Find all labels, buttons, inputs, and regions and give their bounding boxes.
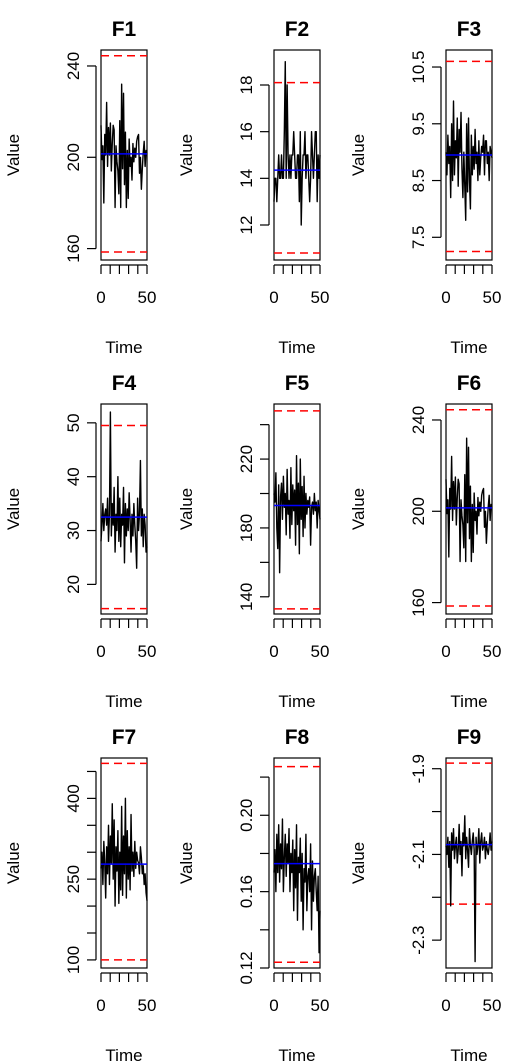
plot-frame [100,49,148,261]
series-line [445,437,493,563]
y-tick-label: 0.16 [237,875,256,908]
panel-f5: F5 0 50 Time 140 180 220 Value [177,372,329,711]
x-tick-label: 50 [483,288,502,307]
x-axis-label: Time [105,338,142,357]
y-tick-label: 160 [409,588,428,616]
y-tick-label: 14 [237,169,256,188]
x-tick-label: 0 [269,996,278,1015]
x-axis-label: Time [105,1046,142,1062]
chart-title: F7 [112,726,137,749]
x-axis-label: Time [278,692,315,711]
panel-f3: F3 0 50 Time 7.5 8.5 9.5 10.5 Value [349,18,501,357]
chart-title: F5 [285,372,310,395]
chart-title: F4 [112,372,137,395]
x-axis-label: Time [278,338,315,357]
x-tick-label: 50 [138,642,157,661]
y-axis-label: Value [177,488,196,530]
chart-title: F3 [457,18,482,41]
series-line [100,83,148,209]
y-axis-label: Value [349,134,368,176]
y-tick-label: 20 [64,575,83,594]
y-tick-label: 30 [64,521,83,540]
chart-title: F8 [285,726,310,749]
x-tick-label: 0 [441,996,450,1015]
y-tick-label: 220 [237,445,256,473]
x-tick-label: 50 [311,642,330,661]
y-tick-label: 160 [64,234,83,262]
x-tick-label: 50 [138,996,157,1015]
y-tick-label: 7.5 [409,225,428,249]
x-tick-label: 50 [138,288,157,307]
panel-f7: F7 0 50 Time 100 250 400 Value [4,726,156,1062]
x-tick-label: 50 [483,642,502,661]
x-axis-label: Time [450,1046,487,1062]
y-axis-label: Value [4,842,23,884]
series-line [100,797,148,907]
panel-f1: F1 0 50 Time 160 200 240 Value [4,18,156,357]
y-tick-label: 9.5 [409,112,428,136]
x-tick-label: 0 [441,288,450,307]
plot-frame [445,403,493,615]
x-tick-label: 0 [269,642,278,661]
y-tick-label: 200 [409,497,428,525]
panel-f4: F4 0 50 Time 20 30 40 50 Value [4,372,156,711]
plot-frame [100,403,148,615]
chart-title: F2 [285,18,310,41]
x-tick-label: 50 [311,288,330,307]
y-tick-label: 12 [237,216,256,235]
y-tick-label: 0.20 [237,799,256,832]
y-tick-label: -2.1 [409,840,428,869]
series-line [273,60,321,226]
y-tick-label: 400 [64,784,83,812]
y-tick-label: 0.12 [237,951,256,984]
chart-title: F1 [112,18,137,41]
y-axis-label: Value [177,842,196,884]
x-tick-label: 0 [96,288,105,307]
x-tick-label: 0 [441,642,450,661]
x-tick-label: 50 [311,996,330,1015]
series-line [445,100,493,221]
y-axis-label: Value [4,134,23,176]
plot-frame [273,403,321,615]
y-tick-label: 240 [64,52,83,80]
x-axis-label: Time [105,692,142,711]
y-tick-label: 180 [237,514,256,542]
x-tick-label: 0 [269,288,278,307]
y-tick-label: -1.9 [409,754,428,783]
plot-frame [445,757,493,969]
y-tick-label: 140 [237,583,256,611]
y-tick-label: 10.5 [409,50,428,83]
panel-f9: F9 0 50 Time -2.3 -2.1 -1.9 Value [349,726,501,1062]
panel-f2: F2 0 50 Time 12 14 16 18 Value [177,18,329,357]
y-tick-label: 18 [237,76,256,95]
chart-title: F9 [457,726,482,749]
x-tick-label: 50 [483,996,502,1015]
panel-f6: F6 0 50 Time 160 200 240 Value [349,372,501,711]
y-axis-label: Value [177,134,196,176]
x-tick-label: 0 [96,642,105,661]
y-tick-label: 40 [64,467,83,486]
series-line [273,454,321,574]
series-line [273,818,321,954]
y-tick-label: 200 [64,143,83,171]
y-tick-label: -2.3 [409,925,428,954]
y-tick-label: 50 [64,413,83,432]
y-tick-label: 100 [64,946,83,974]
series-line [100,411,148,569]
y-tick-label: 240 [409,406,428,434]
panel-f8: F8 0 50 Time 0.12 0.16 0.20 Value [177,726,329,1062]
chart-title: F6 [457,372,482,395]
y-tick-label: 8.5 [409,169,428,193]
x-axis-label: Time [278,1046,315,1062]
x-axis-label: Time [450,338,487,357]
series-line [445,815,493,963]
y-tick-label: 250 [64,865,83,893]
x-tick-label: 0 [96,996,105,1015]
y-axis-label: Value [349,488,368,530]
x-axis-label: Time [450,692,487,711]
y-axis-label: Value [349,842,368,884]
y-tick-label: 16 [237,122,256,141]
y-axis-label: Value [4,488,23,530]
